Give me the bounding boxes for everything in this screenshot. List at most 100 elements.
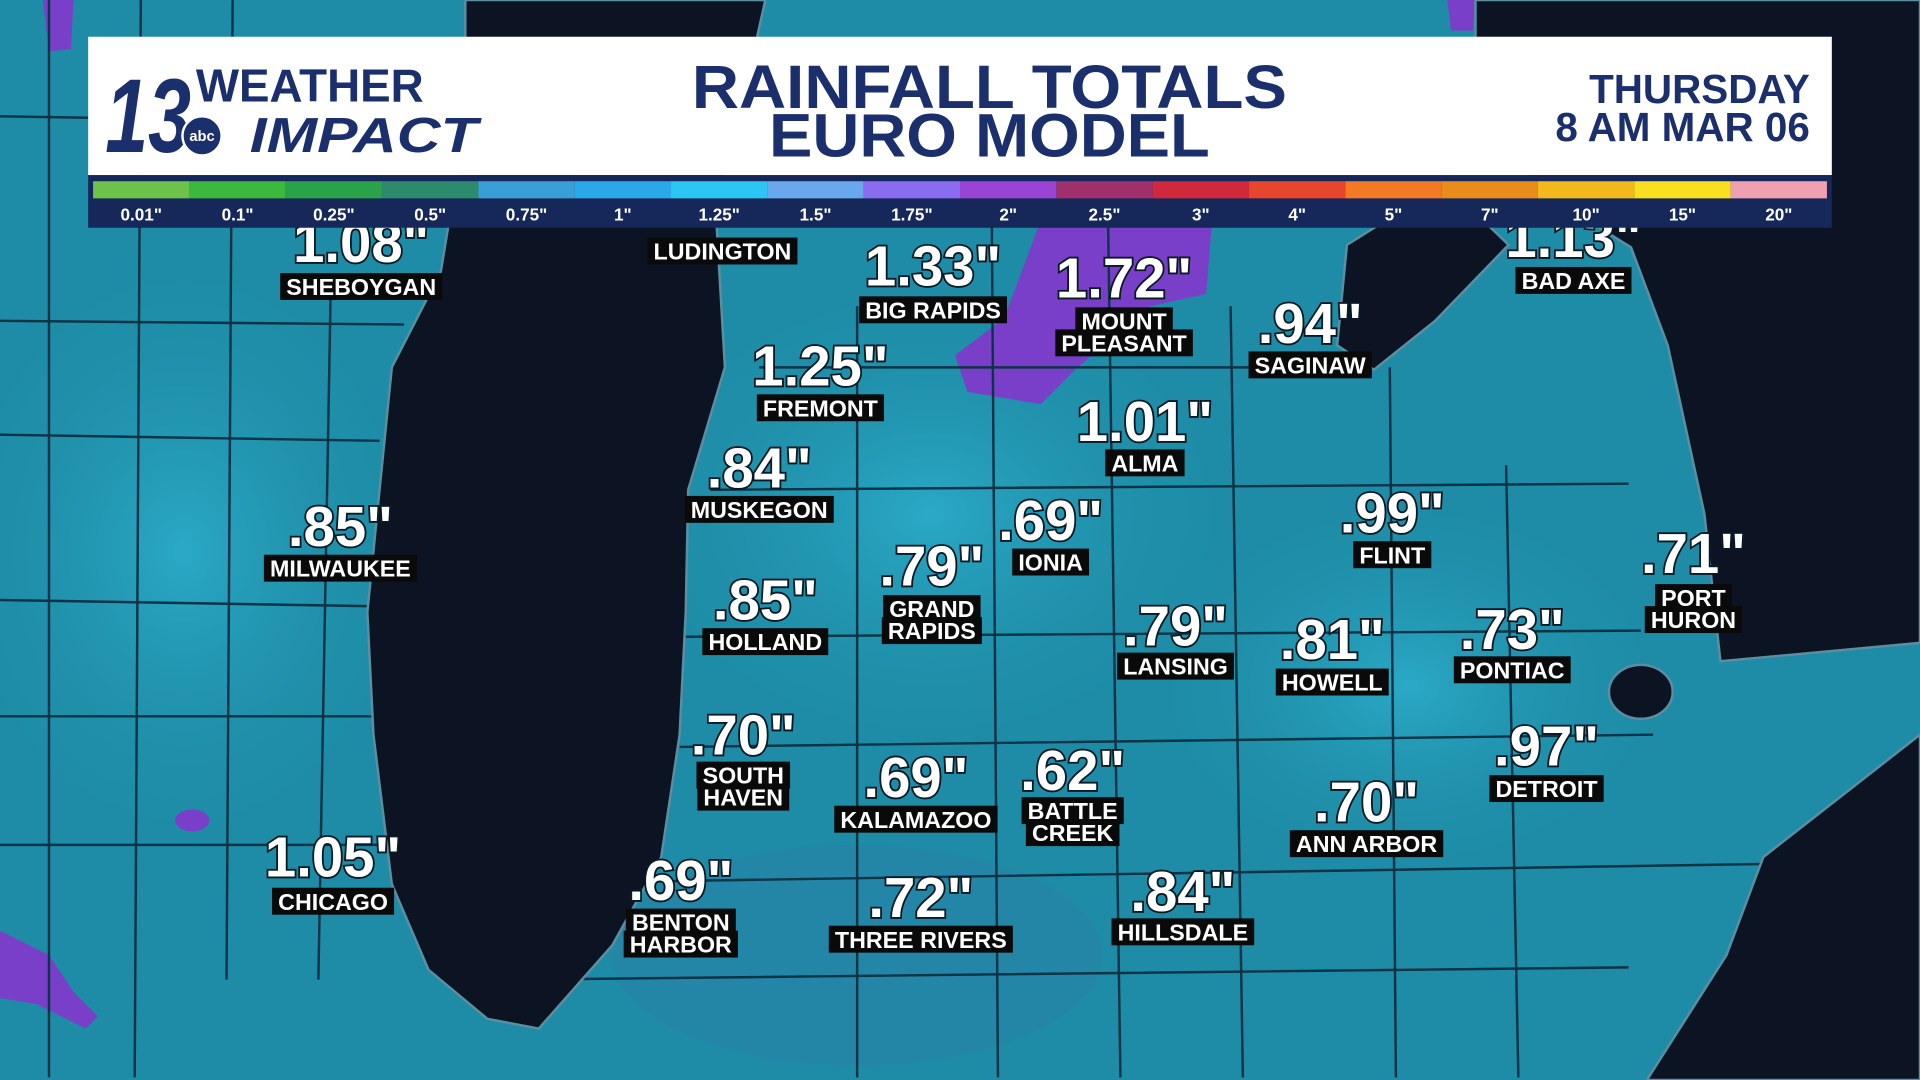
city-name: LUDINGTON [654,239,792,265]
city-name: HILLSDALE [1118,919,1248,945]
rainfall-value: .69" [863,746,968,809]
title-line: EURO MODEL [769,102,1210,170]
legend-swatch [285,181,383,199]
legend-label: 4" [1288,204,1306,224]
legend-swatch [1345,181,1442,199]
city-name: MUSKEGON [691,497,828,523]
rainfall-value: 1.33" [865,234,1001,297]
city-name: HOWELL [1282,670,1383,696]
rainfall-value: .70" [1314,771,1419,834]
rainfall-value: .71" [1641,522,1746,585]
legend-swatch [767,181,864,199]
date-line: 8 AM MAR 06 [1555,104,1809,150]
legend-swatch [574,181,672,199]
legend-label: 15" [1669,204,1696,224]
legend-label: 1.25" [698,204,739,224]
legend-label: 1" [614,204,632,224]
city-name: THREE RIVERS [835,927,1007,953]
city-name: ALMA [1111,450,1178,476]
city-name: PONTIAC [1460,657,1565,683]
city-name-box [280,273,443,300]
city-name-box [1489,775,1604,803]
rainfall-value: .85" [713,569,818,632]
rainfall-value: .79" [879,534,984,597]
legend-swatch [1537,181,1635,199]
city-name-box [1289,830,1444,858]
city-name-box [756,394,885,422]
legend-swatch [1152,181,1249,199]
rainfall-value: .69" [998,489,1103,552]
city-name: HURON [1651,607,1736,633]
city-name-box [272,887,395,915]
city-name: RAPIDS [888,618,976,644]
legend: 0.01" 0.1" 0.25" 0.5" 0.75" 1" 1.25" 1.5" 1.75" 2… [93,181,1827,224]
city-name: IONIA [1018,550,1083,576]
legend-swatch [478,181,575,199]
city-name-box [1453,656,1571,684]
city-name-box [828,925,1013,953]
legend-swatch [1248,181,1346,199]
abc-circle [181,115,223,157]
rainfall-value: .73" [1460,598,1565,661]
legend-label: 0.5" [414,204,446,224]
legend-label: 1.5" [800,204,832,224]
legend-swatch [1441,181,1538,199]
city-name: FREMONT [763,395,878,421]
city-name: HAVEN [703,785,783,811]
city-name-box [684,495,834,523]
legend-swatch [1056,181,1153,199]
legend-label: 1.75" [891,204,932,224]
legend-label: 20" [1765,204,1792,224]
county-lines [0,0,1813,1078]
city-name: DETROIT [1496,776,1598,802]
city-name-box [1515,266,1632,294]
city-name-box [702,628,829,656]
city-name-box [1111,918,1255,946]
logo-impact: IMPACT [250,109,483,163]
city-name: HOLLAND [708,629,822,655]
city-name-box [1644,606,1743,634]
legend-swatch [382,181,479,199]
city-name-box [859,296,1008,324]
legend-swatch [960,181,1057,199]
city-name-box [1055,329,1193,357]
city-name: BAD AXE [1522,268,1626,294]
header: 13 WEATHER IMPACT abc RAINFALL TOTALS EU… [88,36,1832,228]
rainfall-value: .85" [288,495,393,558]
legend-label: 7" [1481,204,1499,224]
city-name-box [623,930,738,958]
rainfall-value: .81" [1280,608,1385,671]
title-line: RAINFALL TOTALS [692,53,1287,121]
city-name-box [881,617,982,645]
rainfall-value: .99" [1340,482,1445,545]
city-name-box [1117,652,1234,680]
header-panel [88,36,1832,176]
rainfall-value: 1.72" [1056,247,1192,310]
legend-label: 0.1" [222,204,254,224]
city-name-box [697,783,790,811]
city-name-box [1105,449,1185,477]
legend-swatch [671,181,768,199]
city-name: LANSING [1123,654,1228,680]
legend-label: 3" [1192,204,1210,224]
legend-label: 5" [1385,204,1403,224]
legend-swatch [863,181,960,199]
rainfall-value: 1.01" [1077,390,1213,453]
city-name: CHICAGO [278,889,388,915]
city-name-box [834,805,998,833]
rainfall-value: 1.05" [265,826,401,889]
city-name-box [1275,668,1389,696]
rainfall-value: 1.25" [752,335,888,398]
legend-label: 0.25" [313,204,354,224]
logo-number: 13 [105,58,191,175]
city-name: ANN ARBOR [1296,831,1437,857]
city-name: KALAMAZOO [840,807,991,833]
rainfall-value: .84" [707,436,812,499]
rainfall-value: .69" [628,849,733,912]
city-name-box [1025,819,1120,847]
city-name: CREEK [1032,820,1114,846]
legend-swatch [93,181,190,199]
city-name: MILWAUKEE [270,556,411,582]
